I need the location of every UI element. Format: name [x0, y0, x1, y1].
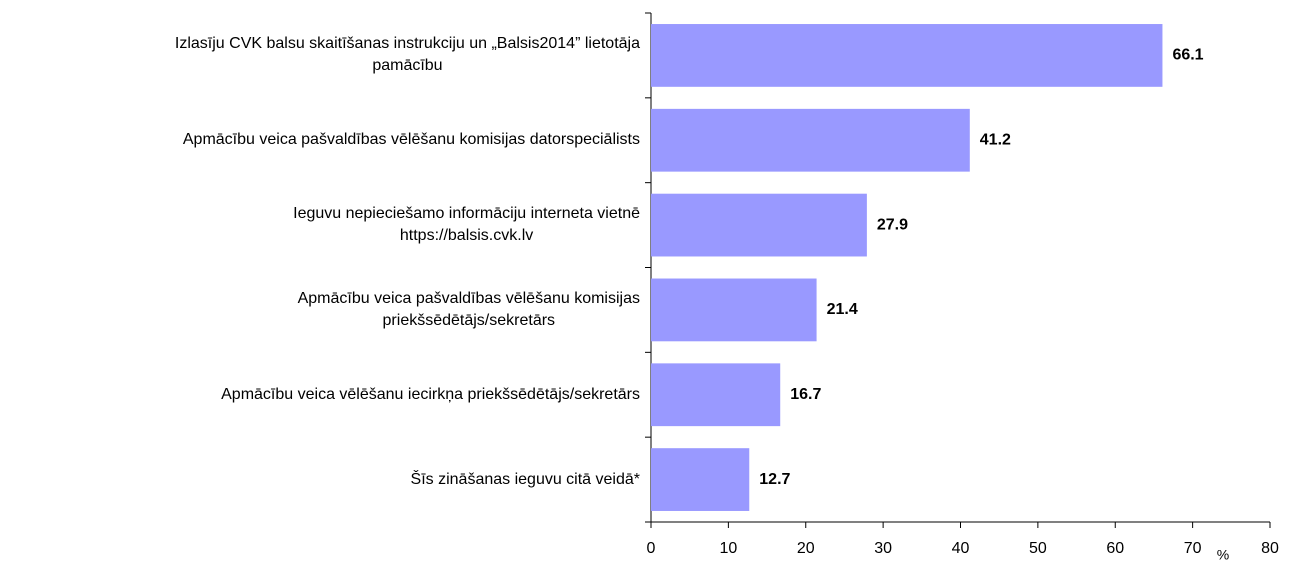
value-label: 21.4: [827, 301, 858, 318]
category-label: Apmācību veica vēlēšanu iecirkņa priekšs…: [221, 385, 640, 403]
x-tick-label: 20: [797, 540, 815, 557]
bar: [651, 278, 817, 342]
x-tick-label: 70: [1184, 540, 1202, 557]
category-label: Ieguvu nepieciešamo informāciju internet…: [293, 205, 640, 245]
x-tick-label: 50: [1029, 540, 1047, 557]
value-label: 12.7: [759, 471, 790, 488]
bar: [651, 448, 750, 511]
x-tick-label: 40: [952, 540, 970, 557]
x-tick-label: 0: [647, 540, 656, 557]
category-label: Šīs zināšanas ieguvu citā veidā*: [410, 470, 640, 488]
value-label: 41.2: [980, 131, 1011, 148]
category-label: Izlasīju CVK balsu skaitīšanas instrukci…: [174, 35, 640, 75]
value-label: 66.1: [1172, 47, 1203, 64]
x-tick-label: 30: [874, 540, 892, 557]
bar: [651, 24, 1163, 87]
bar: [651, 193, 867, 257]
category-label: Apmācību veica pašvaldības vēlēšanu komi…: [297, 289, 640, 329]
x-tick-label: 80: [1261, 540, 1279, 557]
x-tick-label: 60: [1106, 540, 1124, 557]
bar: [651, 108, 970, 172]
value-label: 27.9: [877, 216, 908, 233]
category-label: Apmācību veica pašvaldības vēlēšanu komi…: [182, 131, 640, 149]
bar: [651, 363, 781, 427]
value-label: 16.7: [790, 386, 821, 403]
x-axis-label: %: [1217, 547, 1229, 563]
x-tick-label: 10: [719, 540, 737, 557]
